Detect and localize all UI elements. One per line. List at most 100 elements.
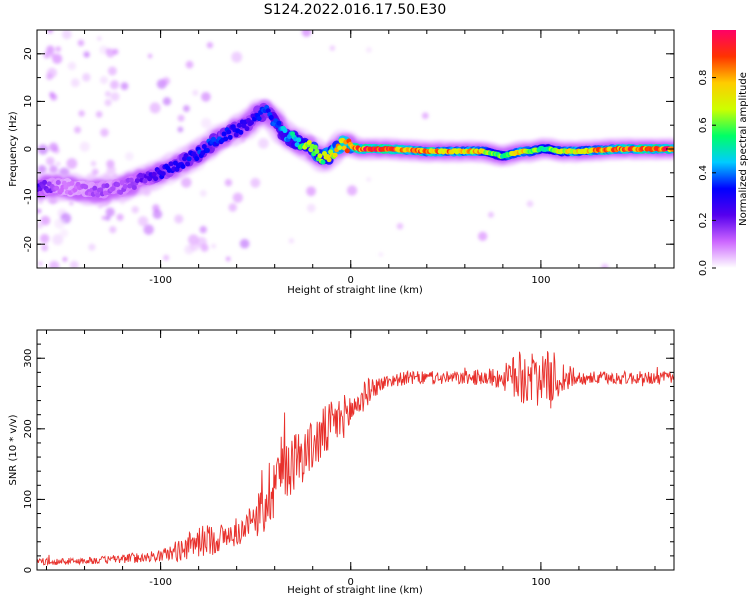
spectrogram-ridge-cell [98, 187, 104, 193]
spectrogram-noise-blob [55, 46, 62, 53]
spectrogram-ridge-cell [276, 120, 282, 126]
spectrogram-noise-blob [78, 110, 85, 117]
spectrogram-ridge-cell [221, 131, 227, 137]
spectrogram-ridge-cell [185, 161, 191, 167]
spectrogram-ridge-cell [115, 182, 121, 188]
spectrogram-noise-blob [152, 209, 163, 219]
colorbar: 0.0 0.2 0.4 0.6 0.8 Normalized spectral ampl… [698, 30, 749, 276]
spectrogram-ridge-cell [337, 145, 343, 151]
spectrogram-noise-blob [162, 77, 171, 86]
spectrogram-noise-blob [105, 215, 111, 221]
spectrogram-noise-blob [83, 51, 90, 58]
snr-y-tick-label: 100 [23, 490, 34, 509]
snr-y-tick-label: 200 [23, 419, 34, 438]
spectrogram-ridge-cell [322, 150, 328, 156]
spectrogram-noise-blob [107, 66, 117, 76]
snr-xlabel: Height of straight line (km) [287, 585, 423, 596]
colorbar-tick-label: 0.8 [698, 70, 709, 86]
colorbar-ticks: 0.0 0.2 0.4 0.6 0.8 [698, 70, 716, 276]
spectrogram-noise-blob [228, 203, 238, 212]
spectrogram-marks [37, 30, 674, 268]
spectrogram-noise-blob [185, 60, 194, 69]
spectrogram-ridge-cell [168, 161, 174, 167]
snr-x-tick-label: 100 [531, 577, 550, 588]
spectrogram-ridge-cell [226, 129, 232, 135]
spectrogram-noise-blob [131, 206, 139, 214]
spectrogram-noise-blob [47, 30, 54, 34]
spectrogram-noise-blob [49, 260, 60, 268]
chart-title: S124.2022.016.17.50.E30 [264, 2, 447, 18]
spectrogram-ridge-cell [223, 136, 229, 142]
spectrogram-noise-blob [329, 45, 336, 51]
spectrogram-ridge-cell [131, 184, 137, 190]
spectrogram-ridge-cell [61, 180, 67, 186]
spectrogram-noise-blob [62, 256, 68, 262]
spectrogram-noise-blob [105, 48, 115, 58]
spectrogram-ridge-cell [344, 148, 350, 154]
spectrogram-noise-blob [149, 102, 161, 114]
spectrogram-noise-blob [211, 243, 216, 249]
spectrogram-noise-blob [143, 224, 154, 235]
spectrogram-noise-blob [106, 165, 116, 175]
spectrogram-ridge-layer [37, 104, 674, 198]
spectrogram-ridge-cell [332, 152, 338, 158]
spectrogram-ridge-cell [320, 159, 326, 165]
spectrogram-noise-blob [162, 97, 172, 106]
spectrogram-noise-blob [88, 243, 96, 251]
spectrogram-y-tick-label: 0 [23, 146, 34, 152]
spectrogram-noise-blob [258, 137, 269, 149]
spectrogram-ridge-cell [128, 177, 134, 183]
spectrogram-ridge-cell [54, 185, 60, 191]
spectrogram-noise-blob [200, 117, 212, 129]
spectrogram-noise-blob [120, 82, 129, 91]
spectrogram-ridge-cell [326, 157, 332, 163]
spectrogram-noise-blob [199, 189, 207, 197]
spectrogram-noise-blob [110, 92, 120, 102]
spectrogram-ridge-cell [204, 147, 210, 153]
spectrogram-noise-blob [109, 80, 119, 90]
spectrogram-noise-blob [189, 241, 200, 252]
spectrogram-x-tick-label: -100 [149, 275, 172, 286]
snr-series-line [37, 351, 674, 567]
snr-ylabel: SNR (10 * v/v) [8, 414, 19, 485]
spectrogram-noise-blob [69, 260, 79, 268]
spectrogram-ridge-cell [42, 179, 48, 185]
snr-frame [36, 329, 675, 571]
spectrogram-ridge-cell [55, 180, 61, 186]
spectrogram-noise-blob [50, 52, 56, 58]
spectrogram-noise-blob [69, 200, 74, 206]
colorbar-gradient [712, 30, 736, 268]
spectrogram-noise-blob [70, 78, 80, 88]
spectrogram-noise-blob [306, 186, 316, 197]
spectrogram-ridge-cell [248, 120, 254, 126]
spectrogram-ridge-cell [312, 144, 318, 150]
spectrogram-y-tick-label: 10 [23, 95, 34, 108]
spectrogram-noise-blob [54, 218, 65, 229]
colorbar-label: Normalized spectral amplitude [738, 72, 749, 226]
spectrogram-noise-blob [56, 161, 61, 166]
spectrogram-noise-blob [488, 211, 494, 218]
spectrogram-noise-blob [74, 126, 82, 134]
spectrogram-noise-blob [250, 177, 261, 188]
spectrogram-noise-blob [206, 42, 214, 49]
spectrogram-ridge-cell [227, 134, 233, 140]
spectrogram-ridge-cell [172, 160, 178, 166]
snr-y-tick-label: 300 [23, 349, 34, 368]
spectrogram-noise-blob [366, 177, 372, 183]
spectrogram-ridge-cell [238, 129, 244, 135]
spectrogram-ridge-cell [92, 185, 98, 191]
spectrogram-ridge-cell [233, 132, 239, 138]
spectrogram-noise-blob [37, 144, 49, 155]
spectrogram-noise-blob [82, 73, 91, 82]
spectrogram-ridge-cell [236, 122, 242, 128]
colorbar-tick-label: 0.2 [698, 212, 709, 228]
spectrogram-noise-blob [49, 91, 55, 98]
spectrogram-ridge-cell [186, 156, 192, 162]
spectrogram-ridge-cell [183, 153, 189, 159]
spectrogram-noise-blob [90, 160, 97, 167]
spectrogram-ridge-cell [201, 144, 207, 150]
spectrogram-noise-blob [45, 156, 55, 166]
spectrogram-noise-blob [225, 256, 231, 262]
spectrogram-ridge-cell [296, 137, 302, 143]
